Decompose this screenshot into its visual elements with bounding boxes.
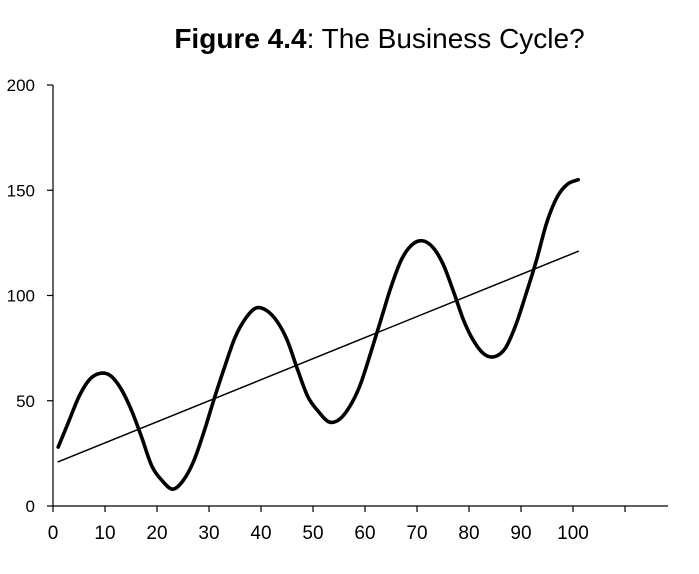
x-tick-label: 90 bbox=[510, 523, 531, 544]
y-tick-label: 150 bbox=[7, 181, 35, 200]
x-tick-label: 30 bbox=[198, 523, 219, 544]
cycle-line bbox=[56, 177, 580, 491]
x-tick-label: 70 bbox=[406, 523, 427, 544]
x-tick-label: 40 bbox=[250, 523, 271, 544]
x-tick-label: 80 bbox=[458, 523, 479, 544]
x-tick-label: 0 bbox=[48, 523, 59, 544]
y-tick-label: 200 bbox=[7, 76, 35, 95]
x-tick-label: 60 bbox=[354, 523, 375, 544]
x-tick-label: 20 bbox=[146, 523, 167, 544]
chart-title-rest: : The Business Cycle? bbox=[306, 23, 585, 54]
chart-title: Figure 4.4: The Business Cycle? bbox=[0, 22, 699, 56]
y-tick-label: 100 bbox=[7, 287, 35, 306]
x-tick-label: 10 bbox=[94, 523, 115, 544]
y-tick-label: 50 bbox=[16, 392, 35, 411]
x-tick-label: 100 bbox=[557, 523, 589, 544]
x-tick-label: 50 bbox=[302, 523, 323, 544]
chart-title-bold: Figure 4.4 bbox=[174, 23, 307, 54]
y-tick-label: 0 bbox=[26, 497, 35, 516]
trend-line bbox=[57, 250, 579, 463]
